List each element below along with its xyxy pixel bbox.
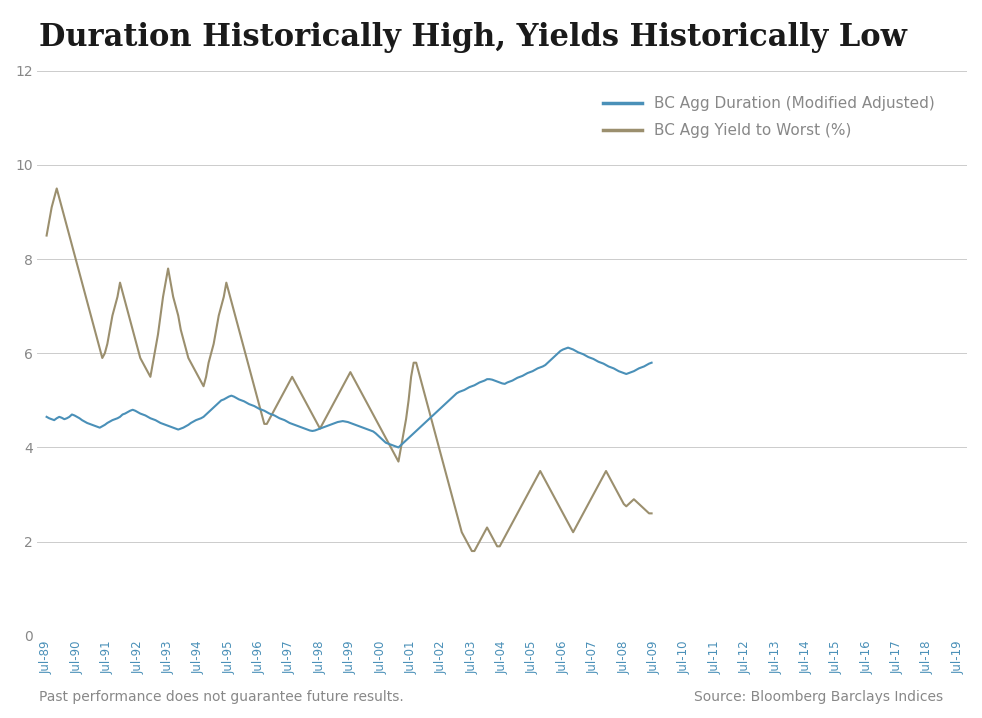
Text: Source: Bloomberg Barclays Indices: Source: Bloomberg Barclays Indices [693,690,943,704]
Text: Past performance does not guarantee future results.: Past performance does not guarantee futu… [39,690,404,704]
Text: Duration Historically High, Yields Historically Low: Duration Historically High, Yields Histo… [39,22,907,52]
Legend: BC Agg Duration (Modified Adjusted), BC Agg Yield to Worst (%): BC Agg Duration (Modified Adjusted), BC … [597,90,941,144]
